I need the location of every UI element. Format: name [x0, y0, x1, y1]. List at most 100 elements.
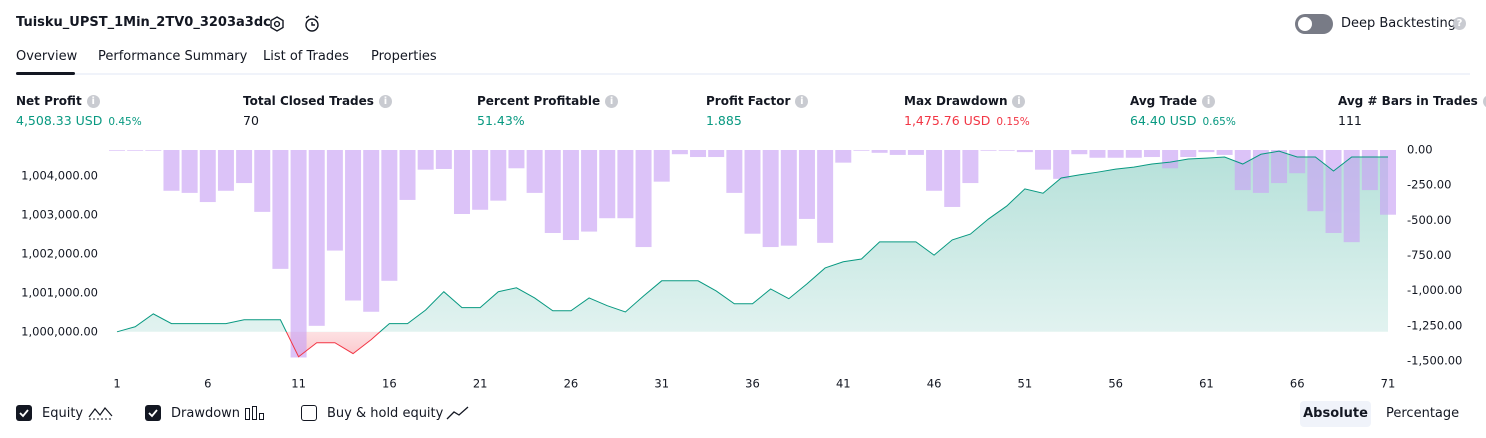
drawdown-bar — [944, 150, 961, 207]
drawdown-bar — [435, 150, 452, 169]
help-icon[interactable]: ? — [1448, 16, 1466, 31]
drawdown-checkbox[interactable] — [145, 405, 161, 421]
x-tick-label: 11 — [291, 377, 306, 391]
drawdown-bar — [1325, 150, 1342, 233]
tab[interactable]: Overview — [16, 49, 78, 64]
drawdown-bar — [490, 150, 507, 201]
x-tick-label: 1 — [113, 377, 120, 391]
drawdown-bar — [708, 150, 725, 158]
drawdown-bar — [381, 150, 398, 281]
info-icon: i — [795, 95, 809, 108]
drawdown-bar — [236, 150, 253, 184]
y-tick-label: 1,003,000.00 — [21, 208, 98, 222]
drawdown-bar — [163, 150, 180, 191]
metric-label-text: Net Profit — [16, 94, 82, 108]
metric-label-text: Avg Trade — [1130, 94, 1198, 108]
metric-value: 64.40 USD 0.65% — [1130, 113, 1236, 128]
y2-tick-label: -500.00 — [1407, 213, 1451, 227]
tab[interactable]: Performance Summary — [98, 49, 248, 64]
metric-label-text: Percent Profitable — [477, 94, 601, 108]
drawdown-bar — [1234, 150, 1251, 191]
header-icons[interactable] — [268, 14, 328, 34]
x-tick-label: 21 — [473, 377, 488, 391]
absolute-button[interactable]: Absolute — [1300, 401, 1371, 427]
drawdown-bar — [272, 150, 289, 269]
metric-value-text: 4,508.33 USD — [16, 113, 103, 128]
drawdown-bar — [1216, 150, 1233, 155]
metric-value: 4,508.33 USD 0.45% — [16, 113, 142, 128]
drawdown-bar — [744, 150, 761, 234]
drawdown-bar — [871, 150, 888, 153]
y2-tick-label: -1,000.00 — [1407, 283, 1462, 297]
strategy-title: Tuisku_UPST_1Min_2TV0_3203a3dc — [16, 15, 271, 30]
metric-label: Total Closed Trades i — [243, 94, 392, 108]
deep-backtesting-toggle[interactable] — [1295, 14, 1333, 34]
metric-value-text: 70 — [243, 113, 259, 128]
drawdown-bar — [889, 150, 906, 155]
x-tick-label: 31 — [654, 377, 669, 391]
drawdown-bar — [472, 150, 489, 210]
equity-line — [116, 150, 1388, 358]
drawdown-bar — [835, 150, 852, 163]
drawdown-bar — [1289, 150, 1306, 174]
drawdown-bar — [762, 150, 779, 248]
drawdown-bar — [853, 150, 870, 151]
metric-label: Net Profit i — [16, 94, 100, 108]
info-icon: i — [605, 95, 619, 108]
x-tick-label: 6 — [204, 377, 211, 391]
x-tick-label: 36 — [745, 377, 760, 391]
deep-backtesting-label: Deep Backtesting — [1341, 16, 1457, 31]
drawdown-bar — [1180, 150, 1197, 158]
y2-tick-label: -1,500.00 — [1407, 354, 1462, 368]
drawdown-bar — [1343, 150, 1360, 243]
drawdown-bar — [980, 150, 997, 151]
drawdown-bar — [617, 150, 634, 219]
percentage-button[interactable]: Percentage — [1386, 406, 1460, 421]
x-tick-label: 56 — [1108, 377, 1123, 391]
equity-checkbox[interactable] — [16, 405, 32, 421]
tab[interactable]: List of Trades — [263, 49, 349, 64]
info-icon: i — [86, 95, 100, 108]
tab[interactable]: Properties — [371, 49, 437, 64]
x-tick-label: 71 — [1381, 377, 1396, 391]
metric-label: Avg Trade i — [1130, 94, 1216, 108]
info-icon: i — [378, 95, 392, 108]
metric-value-text: 111 — [1338, 113, 1362, 128]
x-tick-label: 51 — [1018, 377, 1033, 391]
metric-value-text: 51.43% — [477, 113, 525, 128]
metric-label: Max Drawdown i — [904, 94, 1026, 108]
metric-label: Avg # Bars in Trades i — [1338, 94, 1486, 108]
drawdown-bar — [1252, 150, 1269, 193]
drawdown-bar — [907, 150, 924, 155]
x-tick-label: 26 — [564, 377, 579, 391]
buy-hold-checkbox[interactable] — [301, 405, 317, 421]
drawdown-legend: Drawdown — [171, 406, 241, 421]
drawdown-bar — [508, 150, 525, 169]
drawdown-bar — [1307, 150, 1324, 212]
y2-tick-label: -1,250.00 — [1407, 318, 1462, 332]
tab-divider — [16, 73, 1470, 75]
drawdown-bar — [1143, 150, 1160, 158]
drawdown-bar — [653, 150, 670, 182]
metric-percent: 0.45% — [108, 116, 142, 128]
metric-value: 1.885 — [706, 113, 742, 128]
drawdown-bar — [599, 150, 616, 219]
drawdown-bar — [817, 150, 834, 243]
drawdown-bar — [690, 150, 707, 158]
metric-label-text: Profit Factor — [706, 94, 791, 108]
drawdown-bar — [1016, 150, 1033, 153]
equity-area — [117, 151, 1388, 357]
drawdown-bar — [1361, 150, 1378, 191]
metric-value: 111 — [1338, 113, 1362, 128]
equity-icon — [88, 407, 113, 420]
x-tick-label: 46 — [927, 377, 942, 391]
drawdown-bar — [1107, 150, 1124, 158]
drawdown-bar — [544, 150, 561, 233]
y2-tick-label: -250.00 — [1407, 178, 1451, 192]
drawdown-bar — [345, 150, 362, 301]
drawdown-bar — [290, 150, 307, 358]
drawdown-bar — [181, 150, 198, 193]
drawdown-bar — [1035, 150, 1052, 170]
drawdown-bar — [127, 150, 144, 151]
